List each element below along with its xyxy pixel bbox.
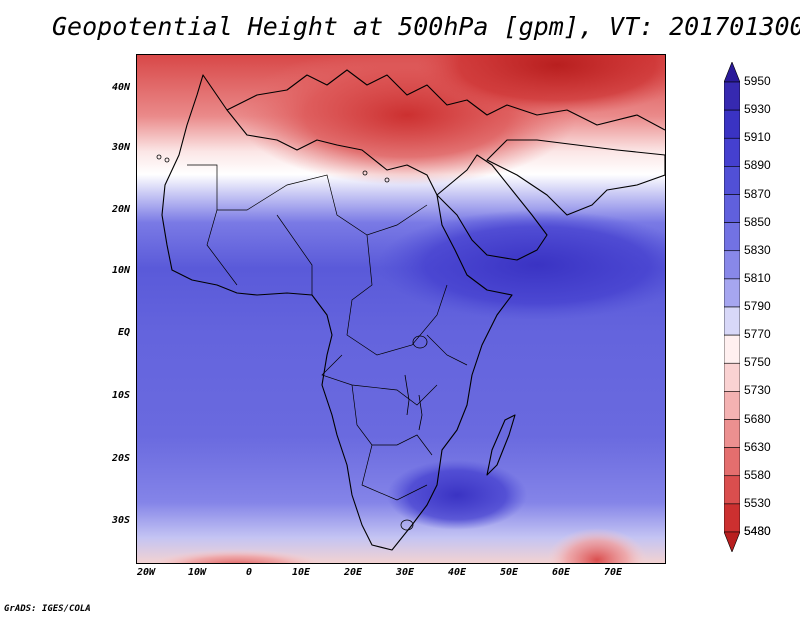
colorbar-label-5580: 5580: [744, 467, 771, 482]
colorbar-swatch-5810: [724, 250, 740, 280]
lat-label-20n: 20N: [111, 204, 130, 215]
colorbar-label-5950: 5950: [744, 74, 771, 88]
northeast-low-region: [417, 55, 665, 115]
lon-label-10w: 10W: [187, 567, 207, 578]
lat-label-30n: 30N: [111, 142, 130, 153]
colorbar-label-5810: 5810: [744, 270, 771, 285]
colorbar-label-5770: 5770: [744, 327, 771, 342]
colorbar-swatch-5830: [724, 222, 740, 252]
grads-credit: GrADS: IGES/COLA: [4, 604, 91, 614]
colorbar-swatch-5730: [724, 362, 740, 392]
colorbar-label-5730: 5730: [744, 383, 771, 398]
colorbar-label-5750: 5750: [744, 355, 771, 370]
colorbar-label-5830: 5830: [744, 242, 771, 257]
lon-label-60e: 60E: [551, 567, 571, 578]
colorbar-swatch-5790: [724, 278, 740, 308]
lat-label-30s: 30S: [111, 515, 130, 526]
colorbar-label-5430: 5430: [744, 524, 771, 538]
colorbar-swatch-5530: [724, 475, 740, 505]
colorbar-swatch-5430: [724, 531, 740, 552]
colorbar-swatch-5910: [724, 109, 740, 139]
map-panel: [136, 54, 666, 564]
lon-label-30e: 30E: [395, 567, 415, 578]
colorbar-label-5680: 5680: [744, 411, 771, 426]
colorbar-label-5630: 5630: [744, 439, 771, 454]
colorbar: [724, 62, 740, 552]
colorbar-label-5910: 5910: [744, 130, 771, 145]
lon-label-20e: 20E: [343, 567, 363, 578]
colorbar-swatch-5770: [724, 306, 740, 336]
lat-label-10s: 10S: [111, 390, 130, 401]
colorbar-swatch-5850: [724, 194, 740, 223]
lon-label-40e: 40E: [447, 567, 467, 578]
lat-label-20s: 20S: [111, 453, 130, 464]
colorbar-label-5870: 5870: [744, 186, 771, 201]
lon-label-70e: 70E: [603, 567, 623, 578]
lat-label-10n: 10N: [111, 265, 130, 276]
southern-africa-high-region: [387, 460, 527, 530]
lon-label-50e: 50E: [499, 567, 519, 578]
south-atlantic-low-region: [149, 549, 325, 563]
colorbar-label-5850: 5850: [744, 214, 771, 229]
lakes-and-islands: [156, 154, 428, 531]
lat-label-eq: EQ: [117, 327, 130, 338]
colorbar-swatch-5890: [724, 137, 740, 167]
page-title: Geopotential Height at 500hPa [gpm], VT:…: [52, 12, 800, 41]
colorbar-swatch-5580: [724, 447, 740, 477]
geopotential-height-map: [137, 55, 665, 563]
colorbar-swatch-5870: [724, 166, 740, 195]
lat-label-40n: 40N: [111, 82, 130, 93]
colorbar-swatch-5750: [724, 334, 740, 364]
coastlines: [161, 69, 665, 551]
colorbar-swatch-5930: [724, 81, 740, 111]
southern-ocean-low-region: [547, 528, 647, 563]
colorbar-swatch-5680: [724, 391, 740, 420]
colorbar-swatch-5950: [724, 62, 740, 83]
colorbar-label-5890: 5890: [744, 158, 771, 173]
colorbar-label-5480: 5480: [744, 524, 771, 538]
lon-label-20w: 20W: [136, 567, 156, 578]
colorbar-swatch-5630: [724, 419, 740, 448]
colorbar-swatch-5480: [724, 503, 740, 533]
colorbar-label-5790: 5790: [744, 299, 771, 313]
lon-label-10e: 10E: [291, 567, 311, 578]
lon-label-0: 0: [245, 567, 253, 578]
colorbar-label-5930: 5930: [744, 102, 771, 117]
colorbar-label-5530: 5530: [744, 495, 771, 510]
